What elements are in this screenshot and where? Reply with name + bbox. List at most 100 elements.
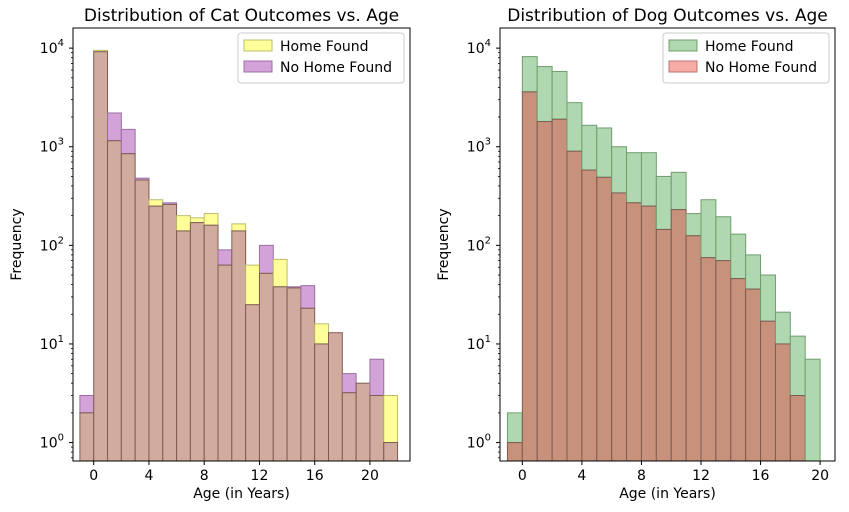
dog-bar-overlap-14: [715, 260, 732, 462]
cat-legend-swatch: [243, 60, 273, 73]
cat-bar-overlap-19: [341, 392, 357, 462]
dog-bar-home-found-4: [566, 102, 583, 152]
dog-x-tick-label: 20: [811, 468, 829, 484]
cat-bar-no-home-found-19: [341, 373, 357, 394]
dog-legend: [662, 32, 830, 84]
cat-bar-overlap-20: [355, 382, 371, 462]
dog-bar-overlap-7: [611, 192, 628, 462]
dog-y-tick-label: 102: [467, 235, 491, 254]
cat-bar-overlap-22: [383, 442, 399, 462]
cat-bar-home-found-17: [314, 323, 330, 345]
dog-axes-frame: [499, 27, 836, 462]
cat-bar-overlap-17: [314, 343, 330, 462]
cat-bar-no-home-found-10: [217, 249, 233, 266]
cat-legend-label: Home Found: [280, 39, 369, 55]
cat-legend: [237, 32, 405, 84]
tick-exponent: 4: [485, 38, 491, 49]
cat-bar-overlap-11: [231, 230, 247, 462]
cat-bar-overlap-3: [120, 153, 136, 462]
tick-exponent: 0: [58, 433, 64, 444]
dog-bar-overlap-15: [730, 278, 747, 462]
dog-bar-home-found-12: [685, 213, 702, 237]
tick-base: 10: [467, 41, 485, 57]
tick-exponent: 1: [485, 334, 491, 345]
dog-bar-home-found-6: [596, 127, 613, 178]
cat-bar-no-home-found-21: [369, 358, 385, 397]
dog-bar-home-found-14: [715, 216, 732, 262]
dog-legend-swatch: [668, 39, 698, 52]
dog-legend-label: Home Found: [705, 39, 794, 55]
dog-y-tick-label: 104: [467, 38, 491, 57]
cat-bar-overlap-0: [79, 412, 95, 462]
tick-base: 10: [40, 436, 58, 452]
tick-exponent: 2: [58, 235, 64, 246]
cat-legend-swatch: [243, 39, 273, 52]
dog-legend-label: No Home Found: [705, 60, 817, 76]
dog-bar-overlap-18: [774, 343, 791, 462]
dog-bar-home-found-17: [760, 274, 776, 322]
dog-bar-home-found-18: [774, 311, 791, 345]
dog-bar-overlap-9: [640, 205, 657, 462]
dog-bar-home-found-10: [655, 175, 672, 230]
dog-bar-home-found-7: [611, 146, 628, 194]
cat-bar-home-found-14: [272, 258, 288, 288]
dog-bar-home-found-0: [506, 412, 523, 444]
cat-bar-overlap-4: [134, 179, 150, 462]
cat-legend-label: No Home Found: [280, 60, 392, 76]
dog-bar-home-found-15: [730, 233, 747, 280]
tick-exponent: 3: [485, 137, 491, 148]
dog-bar-home-found-5: [581, 124, 598, 171]
dog-x-tick-label: 8: [637, 468, 646, 484]
dog-x-tick-label: 12: [692, 468, 710, 484]
dog-x-axis-label: Age (in Years): [619, 486, 716, 502]
cat-y-tick-label: 104: [40, 38, 64, 57]
cat-bar-no-home-found-16: [300, 285, 316, 309]
cat-x-axis-label: Age (in Years): [193, 486, 290, 502]
dog-bar-overlap-19: [789, 395, 806, 462]
dog-bar-overlap-16: [745, 288, 762, 462]
cat-bar-no-home-found-2: [107, 112, 122, 142]
dog-bar-overlap-13: [700, 257, 717, 462]
cat-bar-overlap-12: [245, 304, 260, 462]
dog-bar-home-found-9: [640, 152, 657, 207]
tick-exponent: 4: [58, 38, 64, 49]
cat-bar-home-found-11: [231, 223, 247, 232]
cat-bar-overlap-2: [107, 140, 122, 462]
dog-y-tick-label: 101: [467, 334, 491, 353]
cat-bar-no-home-found-13: [258, 244, 274, 274]
dog-bar-overlap-4: [566, 150, 583, 462]
dog-y-tick-label: 100: [467, 433, 491, 452]
dog-bar-overlap-17: [760, 320, 776, 462]
tick-exponent: 0: [485, 433, 491, 444]
cat-bar-overlap-5: [148, 205, 164, 462]
cat-y-tick-label: 102: [40, 235, 64, 254]
cat-bar-home-found-5: [148, 199, 164, 207]
tick-base: 10: [467, 140, 485, 156]
cat-y-tick-label: 101: [40, 334, 64, 353]
cat-y-tick-label: 100: [40, 433, 64, 452]
cat-bar-home-found-12: [245, 264, 260, 306]
dog-bar-overlap-0: [506, 442, 523, 462]
dog-bar-home-found-1: [521, 56, 538, 93]
dog-chart-title: Distribution of Dog Outcomes vs. Age: [507, 6, 828, 26]
dog-bar-20: [804, 358, 821, 462]
cat-x-tick-label: 0: [89, 468, 98, 484]
cat-bar-overlap-18: [328, 332, 343, 462]
cat-bar-overlap-6: [162, 203, 178, 462]
tick-base: 10: [467, 337, 485, 353]
cat-bar-home-found-8: [189, 217, 205, 224]
dog-bar-home-found-8: [626, 152, 642, 204]
tick-base: 10: [40, 337, 58, 353]
dog-bar-overlap-8: [626, 202, 642, 462]
tick-exponent: 3: [58, 137, 64, 148]
dog-bar-home-found-19: [789, 335, 806, 397]
tick-base: 10: [467, 238, 485, 254]
dog-bar-home-found-3: [551, 70, 568, 120]
cat-bar-overlap-13: [258, 272, 274, 462]
dog-y-tick-label: 103: [467, 137, 491, 156]
dog-bar-home-found-2: [536, 66, 553, 123]
